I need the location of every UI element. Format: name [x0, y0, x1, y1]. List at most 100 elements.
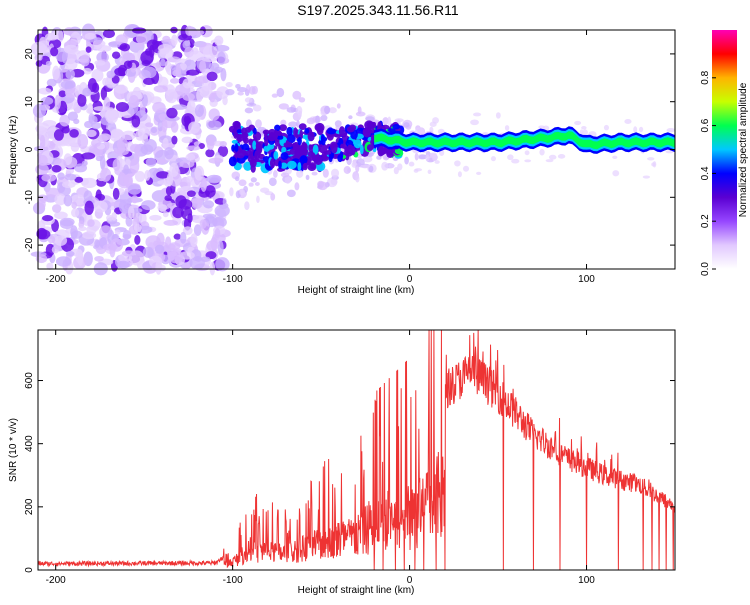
- spectrogram-blob: [186, 145, 201, 151]
- spectrogram-blob: [78, 226, 87, 232]
- spectrogram-blob: [85, 46, 92, 53]
- spectrogram-blob: [300, 142, 308, 153]
- spectrogram-blob: [63, 194, 73, 207]
- spectrogram-blob: [434, 160, 440, 164]
- spectrogram-blob: [115, 102, 130, 113]
- spectrogram-blob: [194, 165, 205, 181]
- spectrogram-blob: [318, 143, 328, 154]
- spectrogram-blob: [280, 172, 290, 178]
- spectrogram-blob: [299, 156, 308, 162]
- spectrogram-blob: [71, 201, 78, 209]
- spectrogram-blob: [202, 45, 218, 59]
- spectrogram-blob: [45, 60, 52, 66]
- spectrogram-blob: [320, 114, 328, 122]
- spectrogram-blob: [179, 231, 187, 244]
- spectrogram-blob: [51, 164, 62, 173]
- spectrogram-blob: [143, 77, 155, 86]
- snr-y-tick-label: 600: [24, 372, 35, 389]
- spectrogram-blob: [59, 114, 70, 127]
- spectrogram-blob: [524, 159, 532, 163]
- spectrogram-blob: [115, 34, 128, 46]
- spectrogram-blob: [284, 176, 292, 184]
- spectrogram-blob: [311, 171, 318, 176]
- spectrogram-blob: [172, 69, 180, 77]
- spectrogram-blob: [36, 229, 51, 240]
- spectrogram-blob: [235, 83, 241, 89]
- spectrogram-blob: [199, 219, 207, 229]
- spectrogram-blob: [305, 174, 310, 180]
- spectrogram-blob: [298, 123, 307, 131]
- spectrogram-blob: [71, 208, 80, 218]
- spectrogram-blob: [127, 205, 135, 219]
- spectrogram-blob: [90, 139, 101, 147]
- spectrogram-blob: [326, 128, 337, 135]
- spectrogram-blob: [45, 32, 59, 41]
- spectrogram-blob: [338, 126, 345, 137]
- spectrogram-blob: [171, 135, 178, 145]
- spectrogram-blob: [60, 80, 76, 90]
- spectrogram-x-ticks: -200 -100 0 100: [46, 30, 595, 285]
- spectrogram-blob: [187, 100, 196, 112]
- snr-y-ticks: 0 200 400 600: [24, 372, 675, 573]
- spectrogram-blob: [243, 136, 249, 144]
- spectrogram-blob: [387, 128, 396, 133]
- spectrogram-blob: [495, 112, 501, 119]
- spectrogram-blob: [276, 135, 284, 140]
- spectrogram-blob: [243, 161, 253, 171]
- spectrogram-blob: [237, 91, 244, 96]
- spectrogram-blob: [95, 155, 103, 162]
- spectrogram-blob: [292, 90, 302, 100]
- spectrogram-blob: [244, 97, 253, 103]
- spectrogram-blob: [642, 175, 651, 179]
- spectrogram-blob: [297, 162, 302, 172]
- spectrogram-blob: [612, 155, 618, 160]
- spectrogram-blob: [206, 120, 222, 131]
- spectrogram-blob: [200, 176, 207, 192]
- spectrogram-blob: [54, 211, 68, 220]
- spectrogram-blob: [343, 166, 351, 174]
- spectrogram-blob: [297, 110, 302, 118]
- spectrogram-blob: [404, 156, 409, 165]
- spectrogram-blob: [186, 69, 200, 76]
- spectrogram-blob: [191, 198, 203, 210]
- spectrogram-blob: [208, 157, 224, 164]
- spectrogram-blob: [579, 129, 584, 135]
- spectrogram-blob: [225, 88, 235, 96]
- spectrogram-blob: [206, 137, 215, 151]
- spectrogram-blob: [52, 65, 60, 81]
- spectrogram-blob: [154, 244, 165, 254]
- spectrogram-blob: [162, 35, 171, 43]
- spectrogram-blob: [143, 139, 157, 153]
- spectrogram-blob: [304, 128, 310, 134]
- spectrogram-blob: [427, 169, 432, 175]
- spectrogram-blob: [237, 133, 243, 139]
- spectrogram-blob: [133, 223, 142, 233]
- spectrogram-blob: [142, 246, 154, 258]
- spectrogram-blob: [414, 168, 423, 172]
- spectrogram-blob: [524, 150, 530, 156]
- spectrogram-blob: [131, 195, 139, 204]
- spectrogram-blob: [286, 126, 293, 136]
- spectrogram-blob: [141, 59, 151, 67]
- spectrogram-blob: [429, 121, 437, 127]
- spectrogram-blob: [638, 126, 644, 133]
- snr-y-label: SNR (10 * v/v): [8, 418, 19, 482]
- spectrogram-blob: [408, 161, 415, 167]
- spectrogram-blob: [157, 204, 168, 212]
- snr-y-tick-label: 200: [24, 498, 35, 515]
- spectrogram-blob: [286, 189, 296, 198]
- spectrogram-blob: [539, 148, 545, 156]
- spectrogram-blob: [462, 165, 470, 172]
- spectrogram-blob: [273, 170, 278, 178]
- spectrogram-blob: [82, 87, 92, 97]
- spectrogram-blob: [294, 182, 300, 191]
- spectrogram-blob: [388, 163, 395, 169]
- spectrogram-blob: [164, 195, 172, 202]
- spectrogram-blob: [215, 257, 230, 272]
- spectrogram-blob: [106, 70, 116, 79]
- spectrogram-blob: [254, 150, 261, 161]
- spectrogram-blob: [382, 117, 389, 125]
- spectrogram-blob: [289, 148, 296, 155]
